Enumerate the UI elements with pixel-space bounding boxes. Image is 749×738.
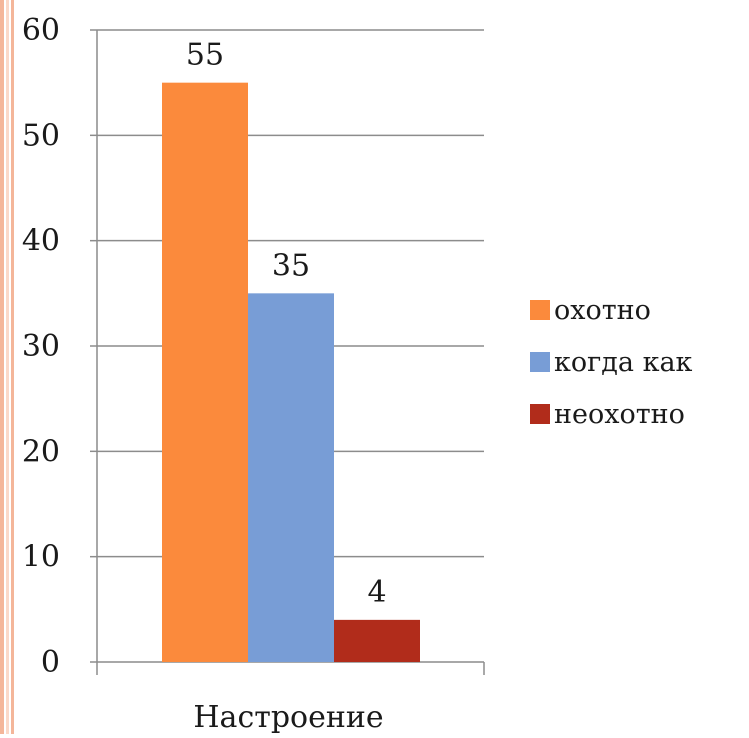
y-tick-label: 10: [22, 540, 60, 575]
page-border-stripe-mid: [6, 0, 9, 734]
axes: 0 10 20 30 40 50 60 Настроение: [22, 13, 485, 735]
legend: охотно когда как неохотно: [530, 295, 693, 430]
page-border: [0, 0, 14, 734]
legend-swatch-0: [530, 300, 550, 320]
bar-0: [162, 82, 248, 662]
bar-2: [334, 619, 420, 662]
y-tick-label: 30: [22, 329, 60, 364]
y-tick-label: 20: [22, 434, 60, 469]
data-labels: 55 35 4: [186, 38, 387, 610]
bars: [162, 82, 420, 662]
y-tick-label: 60: [22, 13, 60, 48]
legend-swatch-1: [530, 352, 550, 372]
legend-swatch-2: [530, 404, 550, 424]
page-border-stripe-outer: [0, 0, 4, 734]
bar-1: [248, 293, 334, 662]
data-label-0: 55: [186, 38, 224, 73]
data-label-1: 35: [272, 248, 310, 283]
x-category-label: Настроение: [193, 700, 383, 734]
legend-label-0: охотно: [554, 295, 651, 326]
page-border-stripe-inner: [11, 0, 14, 734]
legend-label-1: когда как: [554, 347, 693, 378]
data-label-2: 4: [367, 575, 386, 610]
y-tick-label: 50: [22, 118, 60, 153]
legend-label-2: неохотно: [554, 399, 685, 430]
y-tick-label: 40: [22, 224, 60, 259]
y-tick-label: 0: [41, 645, 60, 680]
